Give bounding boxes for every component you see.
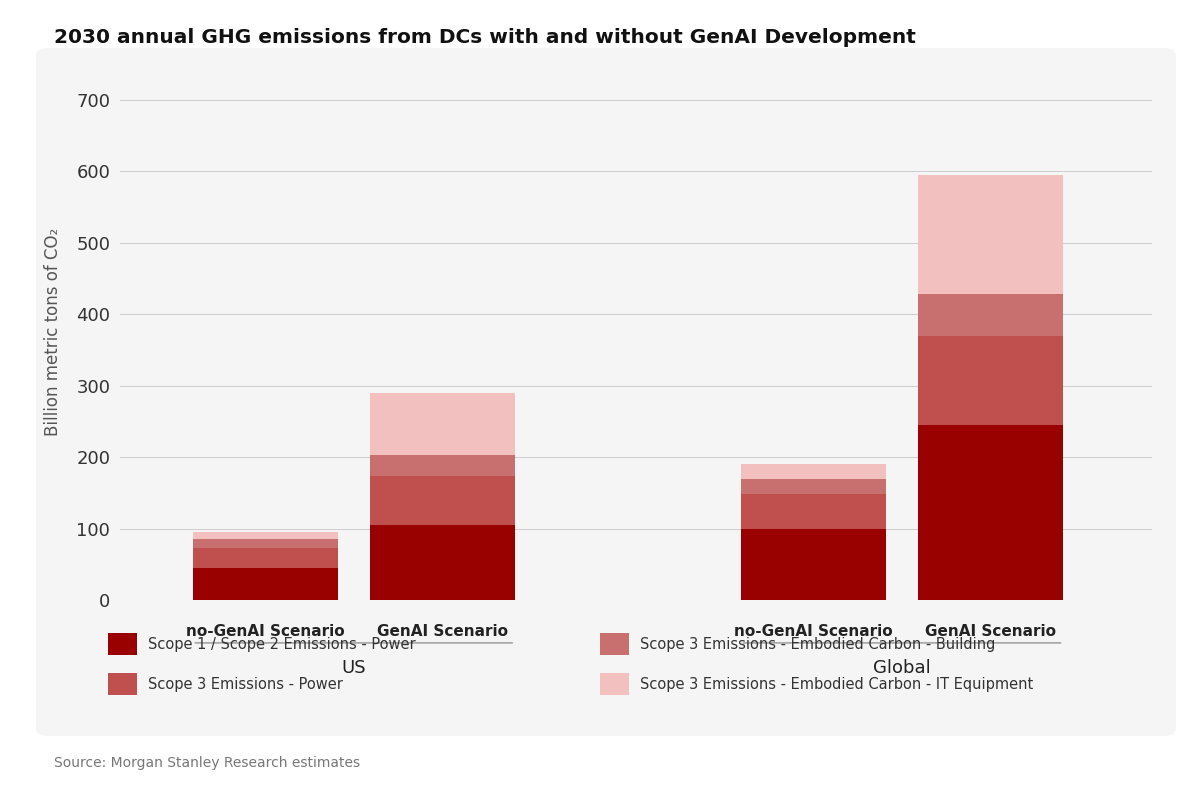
Text: GenAI Scenario: GenAI Scenario — [925, 623, 1056, 638]
Bar — [918, 425, 1063, 600]
Bar — [192, 539, 337, 548]
Bar — [370, 455, 515, 476]
Text: US: US — [342, 658, 366, 677]
Bar — [370, 393, 515, 455]
Text: GenAI Scenario: GenAI Scenario — [377, 623, 508, 638]
Bar — [740, 464, 886, 478]
Text: Scope 1 / Scope 2 Emissions - Power: Scope 1 / Scope 2 Emissions - Power — [148, 637, 415, 651]
Bar — [918, 335, 1063, 425]
Bar — [370, 476, 515, 525]
Bar — [370, 525, 515, 600]
Text: Scope 3 Emissions - Embodied Carbon - IT Equipment: Scope 3 Emissions - Embodied Carbon - IT… — [640, 677, 1033, 691]
Bar — [918, 294, 1063, 335]
Bar — [192, 548, 337, 568]
Text: 2030 annual GHG emissions from DCs with and without GenAI Development: 2030 annual GHG emissions from DCs with … — [54, 28, 916, 47]
Text: no-GenAI Scenario: no-GenAI Scenario — [186, 623, 344, 638]
Text: Global: Global — [874, 658, 931, 677]
Bar — [740, 529, 886, 600]
Text: no-GenAI Scenario: no-GenAI Scenario — [734, 623, 893, 638]
Bar — [918, 174, 1063, 294]
Bar — [740, 478, 886, 494]
Text: Source: Morgan Stanley Research estimates: Source: Morgan Stanley Research estimate… — [54, 755, 360, 770]
Text: Scope 3 Emissions - Power: Scope 3 Emissions - Power — [148, 677, 342, 691]
Y-axis label: Billion metric tons of CO₂: Billion metric tons of CO₂ — [44, 228, 62, 436]
Bar — [740, 494, 886, 529]
Bar — [192, 568, 337, 600]
Bar — [192, 532, 337, 539]
Text: Scope 3 Emissions - Embodied Carbon - Building: Scope 3 Emissions - Embodied Carbon - Bu… — [640, 637, 995, 651]
